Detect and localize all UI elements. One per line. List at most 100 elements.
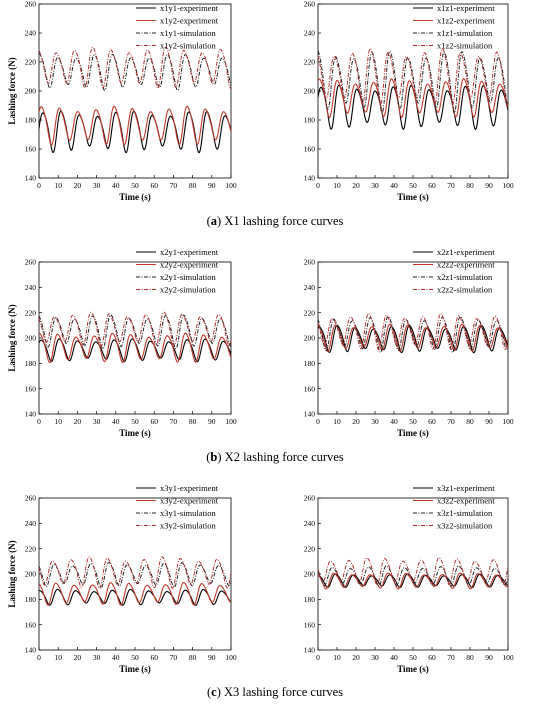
legend-entry: x2y2-experiment: [160, 260, 219, 270]
legend-entry: x3z1-experiment: [437, 483, 495, 493]
x-tick-label: 20: [352, 417, 360, 426]
x-tick-label: 100: [502, 181, 514, 190]
series-line-x2y2-experiment: [39, 332, 231, 364]
series-line-x1y2-simulation: [39, 46, 231, 89]
x-tick-label: 70: [447, 417, 455, 426]
x-tick-label: 30: [371, 181, 379, 190]
legend-entry: x1z2-simulation: [437, 41, 493, 51]
legend-entry: x2z1-experiment: [437, 247, 495, 257]
x-tick-label: 100: [225, 653, 237, 662]
x-axis-label: Time (s): [119, 428, 151, 438]
caption-letter: b: [210, 450, 217, 464]
x-tick-label: 90: [208, 417, 216, 426]
chart-panel-b-right: 0 10 20 30 40 50 60 70 80 90 100 140 160 180 200 220 240…: [304, 247, 514, 438]
y-tick-label: 220: [304, 544, 316, 553]
legend-entry: x2y1-experiment: [160, 247, 219, 257]
y-tick-label: 240: [304, 29, 316, 38]
series-line-x1z2-experiment: [318, 78, 508, 119]
x-axis-label: Time (s): [119, 192, 151, 202]
legend-entry: x2y1-simulation: [160, 272, 216, 282]
x-tick-label: 100: [502, 653, 514, 662]
x-tick-label: 40: [390, 417, 398, 426]
y-tick-label: 160: [25, 384, 37, 393]
x-tick-label: 40: [112, 417, 120, 426]
legend-entry: x2z1-simulation: [437, 272, 493, 282]
x-tick-label: 60: [428, 181, 436, 190]
x-tick-label: 90: [485, 653, 493, 662]
chart-panel-a-right: 0 10 20 30 40 50 60 70 80 90 100 140 160 180 200 220 240…: [304, 0, 514, 202]
series-line-x3y2-experiment: [39, 582, 231, 606]
figure-caption: (c) X3 lashing force curves: [207, 685, 343, 699]
x-tick-label: 50: [131, 653, 139, 662]
x-tick-label: 30: [93, 417, 101, 426]
y-tick-label: 220: [25, 58, 37, 67]
y-tick-label: 220: [25, 308, 37, 317]
x-tick-label: 70: [170, 181, 178, 190]
x-tick-label: 60: [150, 653, 158, 662]
legend-entry: x3y1-experiment: [160, 483, 219, 493]
y-tick-label: 260: [304, 0, 316, 9]
x-tick-label: 40: [390, 181, 398, 190]
x-tick-label: 20: [74, 653, 82, 662]
x-tick-label: 40: [112, 181, 120, 190]
legend-entry: x2y2-simulation: [160, 285, 216, 295]
y-tick-label: 160: [304, 620, 316, 629]
legend-entry: x3z1-simulation: [437, 508, 493, 518]
x-tick-label: 90: [485, 181, 493, 190]
legend-entry: x3y2-simulation: [160, 521, 216, 531]
y-tick-label: 240: [25, 29, 37, 38]
x-tick-label: 50: [131, 417, 139, 426]
y-tick-label: 200: [25, 87, 37, 96]
y-tick-label: 260: [25, 0, 37, 9]
legend-entry: x3y2-experiment: [160, 496, 219, 506]
series-line-x2z2-simulation: [318, 313, 508, 351]
x-tick-label: 20: [74, 417, 82, 426]
x-tick-label: 30: [371, 417, 379, 426]
series-line-x2z2-experiment: [318, 323, 508, 352]
x-tick-label: 80: [189, 181, 197, 190]
x-tick-label: 60: [150, 181, 158, 190]
x-tick-label: 0: [37, 181, 41, 190]
y-tick-label: 260: [25, 258, 37, 267]
x-tick-label: 0: [316, 181, 320, 190]
y-tick-label: 200: [25, 570, 37, 579]
x-tick-label: 90: [485, 417, 493, 426]
x-axis-label: Time (s): [397, 192, 429, 202]
x-tick-label: 80: [466, 417, 474, 426]
series-line-x3z2-experiment: [318, 572, 508, 590]
x-tick-label: 10: [333, 653, 341, 662]
y-tick-label: 240: [25, 519, 37, 528]
x-tick-label: 10: [333, 417, 341, 426]
x-tick-label: 0: [316, 417, 320, 426]
x-tick-label: 20: [352, 653, 360, 662]
x-tick-label: 70: [170, 653, 178, 662]
y-tick-label: 260: [25, 494, 37, 503]
x-tick-label: 100: [225, 181, 237, 190]
y-tick-label: 200: [304, 334, 316, 343]
y-tick-label: 180: [25, 116, 37, 125]
y-tick-label: 240: [304, 283, 316, 292]
x-tick-label: 30: [93, 181, 101, 190]
y-tick-label: 220: [304, 308, 316, 317]
figure-caption: (b) X2 lashing force curves: [206, 450, 344, 464]
legend-entry: x3y1-simulation: [160, 508, 216, 518]
y-tick-label: 140: [25, 646, 37, 655]
y-tick-label: 140: [25, 410, 37, 419]
y-tick-label: 160: [304, 384, 316, 393]
y-tick-label: 240: [304, 519, 316, 528]
legend-entry: x1y1-experiment: [160, 3, 219, 13]
series-line-x3y1-simulation: [39, 562, 231, 588]
series-line-x1y2-experiment: [39, 105, 231, 146]
series-line-x2z1-experiment: [318, 324, 508, 354]
y-tick-label: 260: [304, 258, 316, 267]
y-axis-label: Lashing force (N): [7, 57, 17, 124]
series-line-x2z1-simulation: [318, 315, 508, 354]
caption-letter: c: [211, 685, 217, 699]
y-tick-label: 180: [304, 116, 316, 125]
x-tick-label: 20: [352, 181, 360, 190]
x-tick-label: 50: [409, 417, 417, 426]
y-tick-label: 220: [304, 58, 316, 67]
x-tick-label: 0: [37, 653, 41, 662]
legend-entry: x2z2-experiment: [437, 260, 495, 270]
x-tick-label: 0: [37, 417, 41, 426]
